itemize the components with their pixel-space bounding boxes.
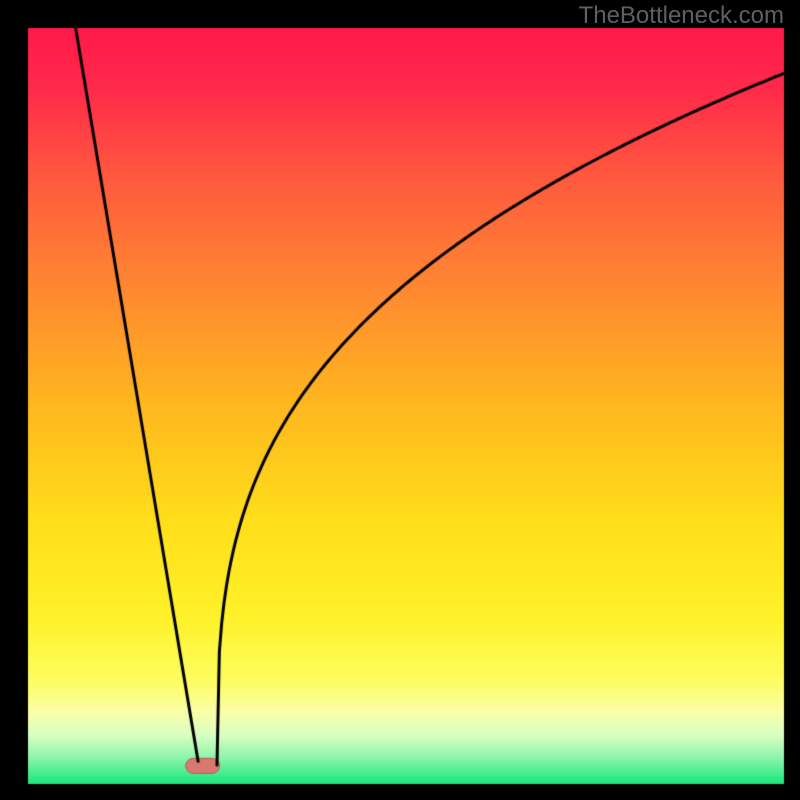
- chart-container: TheBottleneck.com: [0, 0, 800, 800]
- watermark-label: TheBottleneck.com: [579, 2, 784, 30]
- bottleneck-curve: [0, 0, 800, 800]
